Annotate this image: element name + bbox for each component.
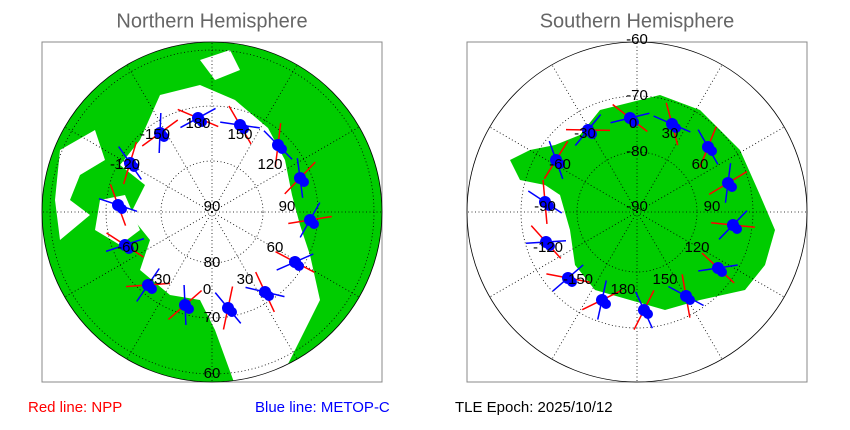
meridian bbox=[211, 126, 360, 213]
satellite bbox=[227, 307, 237, 317]
satellite bbox=[264, 291, 274, 301]
satellite bbox=[727, 182, 737, 192]
satellite bbox=[147, 284, 157, 294]
grid-label: -60 bbox=[117, 239, 139, 256]
grid-label: 80 bbox=[204, 254, 221, 271]
grid-label: -90 bbox=[534, 198, 556, 215]
legend-entry: Blue line: METOP-C bbox=[255, 399, 390, 416]
grid-label: 70 bbox=[204, 309, 221, 326]
grid-label: 30 bbox=[237, 271, 254, 288]
satellite bbox=[277, 144, 287, 154]
satellite bbox=[685, 295, 695, 305]
grid-label: -90 bbox=[626, 198, 648, 215]
grid-label: 60 bbox=[204, 365, 221, 382]
meridian bbox=[636, 126, 785, 213]
ocean bbox=[95, 195, 140, 245]
meridian bbox=[636, 211, 785, 298]
meridian bbox=[64, 126, 213, 213]
rim bbox=[466, 41, 808, 383]
grid-label: 180 bbox=[610, 281, 635, 298]
grid-label: -60 bbox=[549, 156, 571, 173]
meridian bbox=[551, 211, 638, 360]
satellite bbox=[601, 299, 611, 309]
ocean bbox=[55, 130, 105, 240]
satellite bbox=[629, 117, 639, 127]
satellite bbox=[124, 244, 134, 254]
grid-label: 60 bbox=[692, 156, 709, 173]
satellite bbox=[671, 123, 681, 133]
legend-entry: Red line: NPP bbox=[28, 399, 122, 416]
satellite bbox=[717, 267, 727, 277]
grid-label: -30 bbox=[149, 271, 171, 288]
meridian bbox=[489, 211, 638, 298]
ocean bbox=[200, 50, 240, 80]
satellite bbox=[544, 201, 554, 211]
meridian bbox=[489, 126, 638, 213]
satellite bbox=[294, 261, 304, 271]
grid-label: -150 bbox=[140, 126, 170, 143]
grid-label: 0 bbox=[203, 281, 211, 298]
grid-label: 120 bbox=[684, 239, 709, 256]
grid-label: -70 bbox=[626, 87, 648, 104]
satellite bbox=[545, 241, 555, 251]
satellite bbox=[555, 159, 565, 169]
grid-label: 60 bbox=[267, 239, 284, 256]
meridian bbox=[551, 64, 638, 213]
grid-label: 90 bbox=[204, 198, 221, 215]
satellite bbox=[309, 219, 319, 229]
panel-title: Southern Hemisphere bbox=[540, 10, 735, 32]
satellite bbox=[587, 129, 597, 139]
grid-label: -120 bbox=[110, 156, 140, 173]
satellite-tracks bbox=[98, 102, 755, 330]
grid-label: -120 bbox=[533, 239, 563, 256]
grid-label: -60 bbox=[626, 31, 648, 48]
panel-title: Northern Hemisphere bbox=[116, 10, 307, 32]
ocean bbox=[120, 85, 320, 382]
meridian bbox=[636, 64, 723, 213]
grid-label: -30 bbox=[574, 125, 596, 142]
meridian bbox=[211, 211, 360, 298]
grid-label: 120 bbox=[257, 156, 282, 173]
grid-label: 180 bbox=[185, 115, 210, 132]
satellite bbox=[117, 204, 127, 214]
satellite bbox=[159, 132, 169, 142]
satellite bbox=[197, 117, 207, 127]
satellite bbox=[129, 162, 139, 172]
grid-label: 150 bbox=[652, 271, 677, 288]
satellite bbox=[184, 304, 194, 314]
graticule bbox=[467, 42, 807, 382]
satellite bbox=[299, 177, 309, 187]
rim bbox=[41, 41, 383, 383]
grid-label: 150 bbox=[227, 126, 252, 143]
grid-label: 90 bbox=[704, 198, 721, 215]
meridian bbox=[126, 211, 213, 360]
graticule bbox=[42, 42, 382, 382]
parallel bbox=[160, 160, 264, 264]
grid-label: -80 bbox=[626, 143, 648, 160]
grid-label: 30 bbox=[662, 125, 679, 142]
satellite bbox=[239, 124, 249, 134]
legend-entry: TLE Epoch: 2025/10/12 bbox=[455, 399, 613, 416]
grid-label: 90 bbox=[279, 198, 296, 215]
grid-label: -150 bbox=[563, 271, 593, 288]
satellite bbox=[707, 146, 717, 156]
satellite bbox=[732, 224, 742, 234]
meridian bbox=[211, 64, 298, 213]
satellite bbox=[643, 309, 653, 319]
meridian bbox=[211, 211, 298, 360]
grid-label: 0 bbox=[629, 115, 637, 132]
north-panel bbox=[41, 41, 383, 383]
satellite bbox=[567, 277, 577, 287]
meridian bbox=[126, 64, 213, 213]
meridian bbox=[636, 211, 723, 360]
